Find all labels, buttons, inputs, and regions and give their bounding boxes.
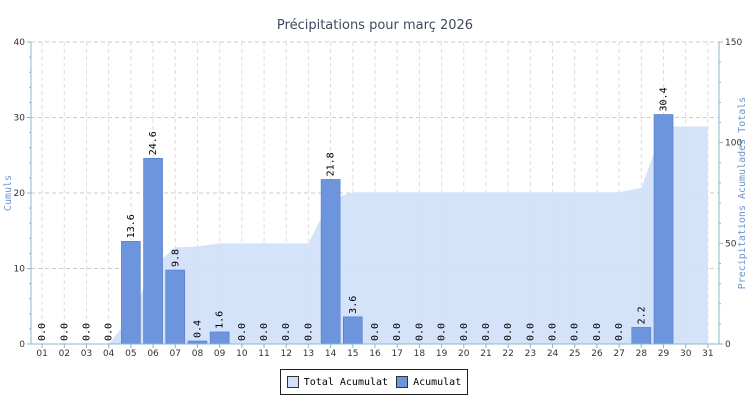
x-tick-label: 13 bbox=[303, 349, 314, 359]
x-tick-label: 01 bbox=[36, 349, 47, 359]
x-tick-label: 09 bbox=[214, 349, 226, 359]
y-left-tick-label: 0 bbox=[19, 340, 25, 350]
x-tick-label: 17 bbox=[391, 349, 402, 359]
legend-label-acumulat: Acumulat bbox=[413, 376, 462, 388]
bar-value-label: 1.6 bbox=[215, 311, 226, 329]
y-right-tick-label: 150 bbox=[725, 38, 742, 48]
bar-value-label: 9.8 bbox=[170, 249, 181, 267]
x-tick-label: 19 bbox=[436, 349, 448, 359]
acumulat-bar bbox=[121, 241, 141, 345]
data-labels-layer: 0.0 0.0 0.0 0.0 13.6 24.6 9.8 0.4 1.6 0.0 0.0 0.0 0.… bbox=[37, 87, 669, 341]
bar-value-label: 0.0 bbox=[370, 323, 381, 341]
bar-value-label: 0.0 bbox=[570, 323, 581, 341]
bar-value-label: 24.6 bbox=[148, 131, 159, 155]
x-tick-label: 27 bbox=[613, 349, 624, 359]
bar-value-label: 0.0 bbox=[303, 323, 314, 341]
bar-value-label: 0.0 bbox=[281, 323, 292, 341]
acumulat-bar bbox=[653, 114, 674, 345]
axes: 0 10 20 30 40 0 50 100 150 01 02 03 04 05 06 07 08 09 10 11… bbox=[14, 38, 743, 359]
bar-value-label: 30.4 bbox=[659, 87, 670, 111]
bar-value-label: 0.0 bbox=[437, 323, 448, 341]
bar-value-label: 0.0 bbox=[459, 323, 470, 341]
x-tick-label: 26 bbox=[591, 349, 603, 359]
x-tick-label: 25 bbox=[569, 349, 580, 359]
chart-legend: Total Acumulat Acumulat bbox=[280, 369, 468, 395]
legend-swatch-acumulat bbox=[396, 376, 409, 388]
x-tick-label: 20 bbox=[458, 349, 470, 359]
y-right-tick-label: 100 bbox=[725, 139, 742, 149]
x-tick-label: 08 bbox=[192, 349, 204, 359]
bar-value-label: 0.0 bbox=[392, 323, 403, 341]
x-tick-label: 28 bbox=[636, 349, 648, 359]
bar-value-label: 0.0 bbox=[37, 323, 48, 341]
acumulat-bar bbox=[209, 331, 230, 345]
x-tick-label: 12 bbox=[280, 349, 291, 359]
bar-value-label: 2.2 bbox=[636, 306, 647, 324]
bar-value-label: 0.0 bbox=[548, 323, 559, 341]
legend-label-total-acumulat: Total Acumulat bbox=[303, 376, 389, 388]
acumulat-bar bbox=[165, 269, 186, 345]
bar-value-label: 0.0 bbox=[414, 323, 425, 341]
y-axis-right-title: Precipitations Acumulades Totals bbox=[737, 97, 748, 290]
legend-item-acumulat: Acumulat bbox=[396, 376, 461, 388]
bar-value-label: 0.0 bbox=[503, 323, 514, 341]
y-left-tick-label: 20 bbox=[14, 189, 26, 199]
bar-value-label: 21.8 bbox=[326, 152, 337, 176]
x-tick-label: 07 bbox=[170, 349, 181, 359]
x-tick-label: 10 bbox=[236, 349, 248, 359]
x-tick-label: 18 bbox=[414, 349, 426, 359]
x-tick-label: 06 bbox=[147, 349, 159, 359]
acumulat-bar bbox=[343, 316, 363, 345]
acumulat-bars-layer bbox=[121, 114, 674, 345]
total-acumulat-area bbox=[42, 126, 708, 344]
x-tick-label: 05 bbox=[125, 349, 136, 359]
x-tick-label: 04 bbox=[103, 349, 115, 359]
x-tick-label: 31 bbox=[702, 349, 713, 359]
bar-value-label: 0.0 bbox=[614, 323, 625, 341]
bar-value-label: 0.4 bbox=[192, 320, 203, 338]
acumulat-bar bbox=[320, 179, 341, 345]
bar-value-label: 0.0 bbox=[259, 323, 270, 341]
bar-value-label: 0.0 bbox=[81, 323, 92, 341]
x-tick-label: 11 bbox=[258, 349, 269, 359]
y-left-tick-label: 40 bbox=[14, 38, 26, 48]
acumulat-bar bbox=[631, 327, 652, 345]
x-tick-label: 24 bbox=[547, 349, 559, 359]
x-tick-label: 22 bbox=[502, 349, 513, 359]
bar-value-label: 0.0 bbox=[592, 323, 603, 341]
y-left-tick-label: 30 bbox=[14, 114, 26, 124]
x-tick-label: 16 bbox=[369, 349, 381, 359]
bar-value-label: 0.0 bbox=[237, 323, 248, 341]
x-tick-label: 15 bbox=[347, 349, 358, 359]
acumulat-bar bbox=[143, 158, 163, 345]
bar-value-label: 0.0 bbox=[104, 323, 115, 341]
bar-value-label: 0.0 bbox=[525, 323, 536, 341]
x-tick-label: 21 bbox=[480, 349, 491, 359]
y-right-tick-label: 0 bbox=[725, 340, 731, 350]
bar-value-label: 3.6 bbox=[348, 296, 359, 314]
bar-value-label: 0.0 bbox=[59, 323, 70, 341]
x-tick-label: 29 bbox=[658, 349, 670, 359]
legend-swatch-total-acumulat bbox=[286, 376, 299, 388]
legend-item-total-acumulat: Total Acumulat bbox=[286, 376, 389, 388]
x-tick-label: 02 bbox=[59, 349, 70, 359]
x-tick-label: 30 bbox=[680, 349, 692, 359]
y-left-tick-label: 10 bbox=[14, 265, 26, 275]
y-axis-left-title: Cumuls bbox=[3, 175, 14, 211]
x-tick-label: 03 bbox=[81, 349, 92, 359]
y-right-tick-label: 50 bbox=[725, 239, 737, 249]
bar-value-label: 13.6 bbox=[126, 214, 137, 238]
x-tick-label: 14 bbox=[325, 349, 337, 359]
chart-title: Précipitations pour març 2026 bbox=[277, 18, 473, 33]
total-acumulat-area-layer bbox=[42, 126, 708, 344]
bar-value-label: 0.0 bbox=[481, 323, 492, 341]
x-tick-label: 23 bbox=[525, 349, 536, 359]
